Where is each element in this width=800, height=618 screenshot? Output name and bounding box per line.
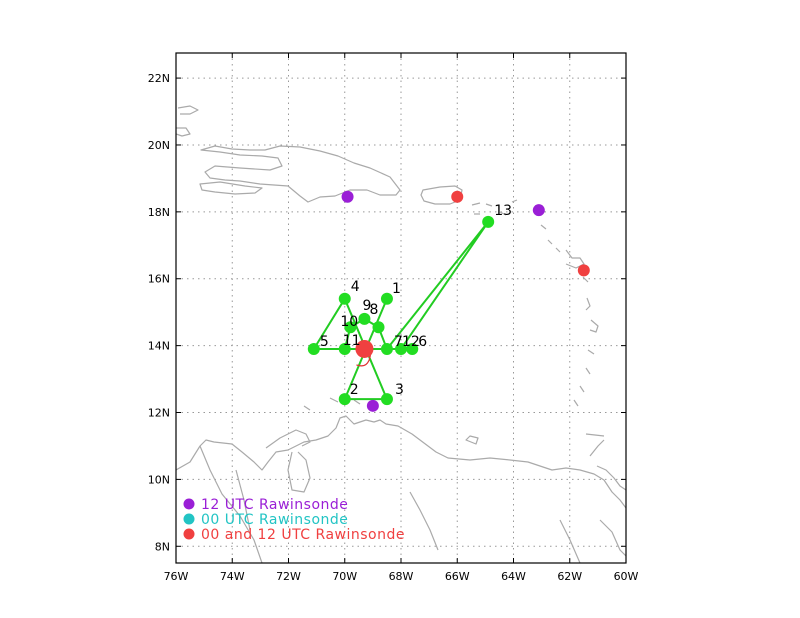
- dropsonde-point: [344, 321, 357, 334]
- rawinsonde-00-12utc-station: [451, 190, 464, 203]
- coastline-abc-islands: [265, 397, 361, 449]
- x-tick-label: 68W: [389, 570, 414, 583]
- point-label: 4: [351, 279, 360, 295]
- coastline-hispaniola: [200, 145, 401, 203]
- point-label: 13: [494, 203, 512, 219]
- x-tick-label: 64W: [501, 570, 526, 583]
- rawinsonde-00-12utc-station: [577, 264, 590, 277]
- point-label: 7: [394, 334, 403, 350]
- dropsonde-point: [338, 292, 351, 305]
- coastline-lake-maracaibo: [287, 451, 311, 493]
- x-tick-label: 70W: [332, 570, 357, 583]
- rawinsonde-12utc-station: [341, 190, 354, 203]
- rawinsonde-12utc-station: [532, 204, 545, 217]
- coastline-virgin-islands: [471, 199, 518, 216]
- axis-ticks: 76W 74W 72W 70W 68W 66W 64W 62W 60W8N10N12N14N16…: [148, 53, 639, 583]
- x-tick-label: 72W: [276, 570, 301, 583]
- coastline-haiti-peninsula: [199, 181, 263, 195]
- dropsonde-point: [380, 342, 393, 355]
- dropsonde-point: [372, 321, 385, 334]
- x-tick-label: 66W: [445, 570, 470, 583]
- dropsonde-point: [358, 312, 371, 325]
- point-label: 5: [320, 334, 329, 350]
- point-label: 12: [402, 334, 420, 350]
- y-tick-label: 20N: [148, 139, 170, 152]
- grid-lines: [176, 53, 626, 563]
- dropsonde-point: [380, 393, 393, 406]
- rawinsonde-12utc-station: [366, 399, 379, 412]
- dropsonde-point: [482, 215, 495, 228]
- x-tick-label: 76W: [164, 570, 189, 583]
- point-label: 1: [392, 281, 401, 297]
- y-tick-label: 18N: [148, 206, 170, 219]
- dropsonde-point: [380, 292, 393, 305]
- legend-label: 12 UTC Rawinsonde: [201, 497, 348, 513]
- coastline-interior: [199, 445, 626, 563]
- legend-label: 00 and 12 UTC Rawinsonde: [201, 527, 405, 543]
- legend-label: 00 UTC Rawinsonde: [201, 512, 348, 528]
- y-tick-label: 22N: [148, 72, 170, 85]
- point-label: 10: [340, 314, 358, 330]
- point-label: 8: [370, 302, 379, 318]
- legend-marker: [183, 528, 195, 540]
- storm-track-arc: [356, 354, 372, 367]
- legend-marker: [183, 513, 195, 525]
- map-background: [176, 53, 626, 563]
- coastline-south-america: [176, 415, 626, 509]
- point-label: 9: [362, 298, 371, 314]
- y-tick-label: 12N: [148, 407, 170, 420]
- point-label: 2: [350, 382, 359, 398]
- x-tick-label: 60W: [614, 570, 639, 583]
- point-label: 11: [343, 333, 361, 349]
- x-tick-label: 74W: [220, 570, 245, 583]
- coastlines: [176, 105, 626, 563]
- storm-center-marker: [355, 339, 374, 358]
- dropsonde-point: [338, 393, 351, 406]
- point-label: 6: [418, 334, 427, 350]
- coastline-lesser-antilles: [540, 224, 626, 491]
- dropsonde-point: [395, 342, 407, 355]
- rawinsonde-stations: [341, 190, 590, 412]
- y-tick-label: 14N: [148, 340, 170, 353]
- dropsonde-point: [307, 342, 320, 355]
- y-tick-label: 10N: [148, 473, 170, 486]
- dropsonde-points: [307, 215, 495, 406]
- dropsonde-point: [338, 342, 351, 355]
- x-tick-label: 62W: [557, 570, 582, 583]
- legend-marker: [183, 498, 195, 510]
- y-tick-label: 8N: [155, 540, 170, 553]
- coastline-northwest: [176, 105, 199, 137]
- storm-center-layer: [355, 339, 374, 367]
- y-tick-label: 16N: [148, 273, 170, 286]
- dropsonde-point: [406, 342, 419, 355]
- point-label: 3: [395, 382, 404, 398]
